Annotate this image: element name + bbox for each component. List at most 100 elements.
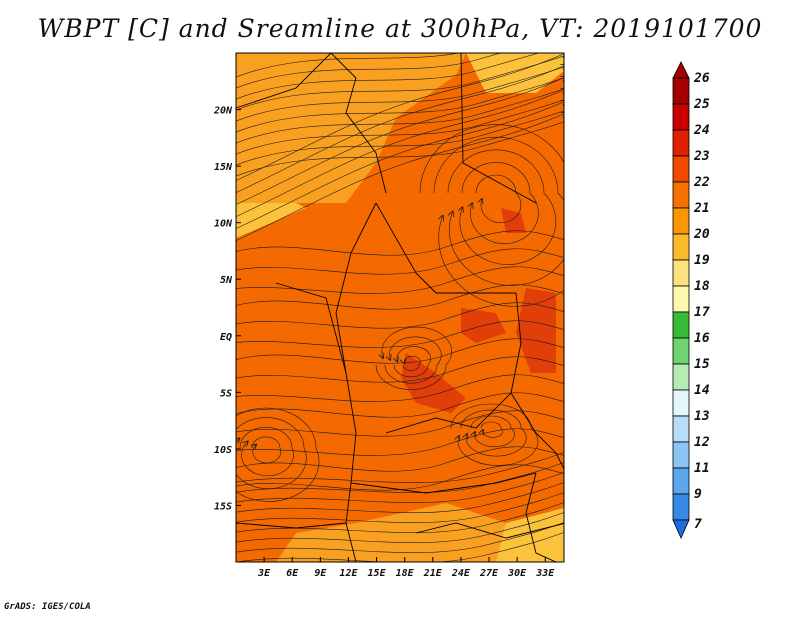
streamline: [236, 356, 564, 383]
streamline: [236, 502, 564, 534]
x-tick-label: 33E: [535, 568, 555, 579]
streamline: [236, 472, 564, 504]
colorbar-label: 25: [693, 97, 710, 112]
colorbar-label: 23: [693, 149, 710, 164]
streamline: [236, 320, 564, 348]
x-tick-label: 21E: [423, 568, 443, 579]
colorbar-swatch: [672, 441, 690, 469]
streamline: [236, 452, 564, 484]
streamline: [236, 99, 564, 155]
colorbar-label: 20: [693, 227, 710, 242]
streamline: [236, 53, 564, 181]
colorbar-swatch: [672, 259, 690, 287]
streamline: [403, 356, 421, 371]
colorbar-swatch: [672, 181, 690, 209]
streamline: [236, 302, 564, 329]
border-line: [335, 202, 377, 562]
streamline: [236, 53, 460, 78]
streamline: [236, 53, 540, 100]
colorbar-swatch: [672, 415, 690, 443]
colorbar-label: 7: [694, 517, 702, 532]
streamline: [236, 446, 564, 472]
streamline: [471, 415, 515, 448]
streamline: [236, 266, 564, 294]
streamline: [461, 162, 539, 244]
field-east-warm: [516, 288, 556, 373]
x-tick-label: 9E: [314, 568, 327, 579]
streamline: [447, 149, 557, 265]
streamline: [236, 492, 564, 524]
streamline: [236, 407, 320, 502]
streamline: [236, 392, 564, 418]
x-tick-label: 24E: [451, 568, 471, 579]
streamline: [236, 53, 502, 89]
x-tick-label: 30E: [507, 568, 527, 579]
colorbar-swatch: [672, 467, 690, 495]
x-tick-label: 15E: [368, 568, 387, 579]
y-tick-label: 5S: [220, 388, 232, 399]
border-line: [510, 292, 564, 471]
border-line: [275, 282, 347, 374]
y-axis: 20N 15N 10N 5N EQ 5S 10S 15S: [213, 106, 241, 512]
streamline: [236, 65, 564, 193]
colorbar-top-arrow: [672, 61, 690, 79]
border-line: [415, 522, 564, 539]
streamline: [236, 55, 564, 111]
border-line: [330, 53, 387, 194]
colorbar-swatch: [672, 363, 690, 391]
colorbar-label: 18: [694, 279, 710, 294]
streamline: [419, 124, 564, 307]
colorbar-swatch: [672, 207, 690, 235]
y-tick-label: 15N: [214, 162, 233, 173]
streamline: [236, 464, 564, 491]
border-line: [350, 472, 537, 494]
colorbar-label: 11: [694, 461, 710, 476]
streamline: [236, 462, 564, 494]
field-northeast-warm: [501, 208, 526, 233]
colorbar-label: 22: [693, 175, 710, 190]
colorbar-label: 19: [694, 253, 710, 268]
colorbar-swatch: [672, 493, 690, 521]
streamline: [236, 410, 564, 437]
colorbar-label: 26: [693, 71, 710, 86]
streamline: [236, 88, 564, 144]
country-borders: [236, 53, 564, 562]
x-tick-label: 12E: [339, 568, 358, 579]
streamline: [394, 346, 432, 378]
streamline: [236, 284, 564, 310]
field-southeast-pale: [496, 508, 564, 562]
streamline: [375, 326, 453, 390]
border-line: [236, 522, 347, 529]
y-tick-label: 15S: [214, 501, 232, 512]
streamline: [236, 101, 564, 229]
streamline: [236, 512, 564, 544]
x-tick-label: 27E: [479, 568, 499, 579]
border-line: [375, 202, 516, 294]
plot-frame: [235, 52, 565, 563]
colorbar-swatch: [672, 389, 690, 417]
border-line: [460, 53, 537, 204]
y-tick-label: 10N: [214, 219, 233, 230]
streamline: [384, 336, 442, 384]
colorbar-bottom-arrow: [672, 519, 690, 539]
streamline: [236, 248, 564, 275]
colorbar-label: 15: [694, 357, 710, 372]
streamline: [433, 136, 564, 286]
streamline: [236, 77, 564, 205]
x-axis: 3E 6E 9E 12E 15E 18E 21E 24E 27E 30E 33E: [257, 557, 555, 579]
colorbar-swatch: [672, 311, 690, 339]
y-tick-label: 20N: [213, 106, 233, 117]
streamline: [236, 89, 564, 217]
colorbar-label: 21: [693, 201, 710, 216]
colorbar-swatch: [672, 103, 690, 131]
colorbar-label: 12: [694, 435, 710, 450]
streamline: [236, 110, 564, 166]
streamline: [236, 532, 564, 562]
colorbar-swatch: [672, 233, 690, 261]
x-tick-label: 3E: [257, 568, 271, 579]
streamline: [236, 77, 564, 133]
colorbar-swatch: [672, 129, 690, 157]
y-tick-label: 10S: [214, 445, 232, 456]
chart-title: WBPT [C] and Sreamline at 300hPa, VT: 20…: [37, 14, 763, 43]
